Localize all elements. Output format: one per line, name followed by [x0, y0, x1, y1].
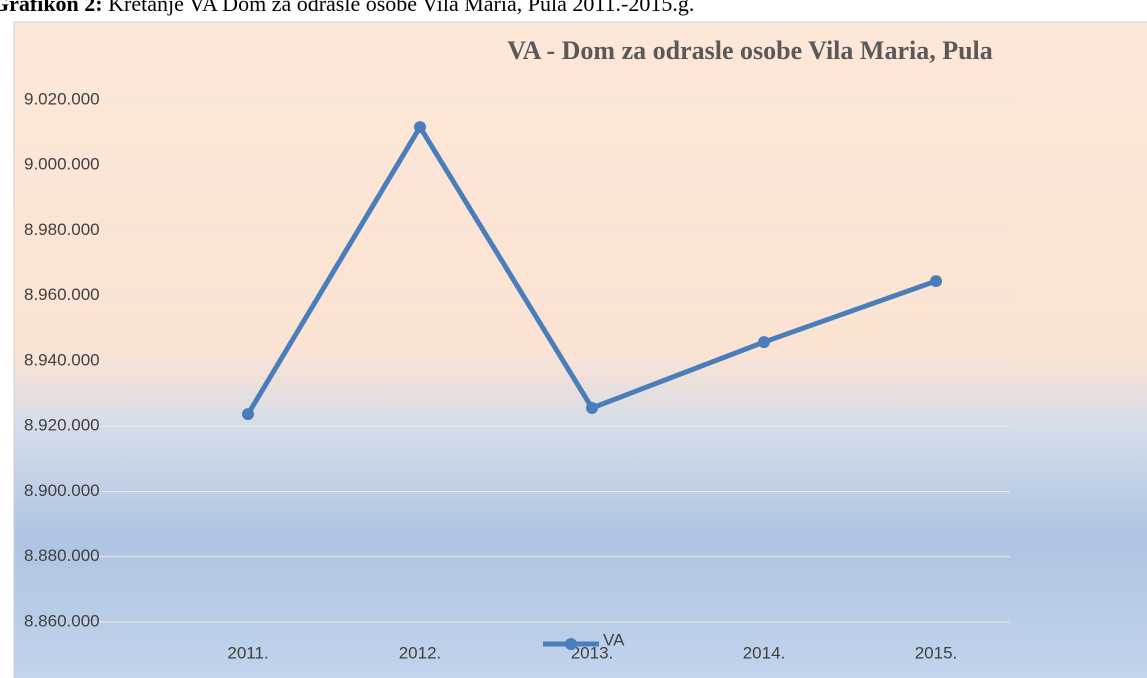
y-tick-label: 8.980.000 [24, 220, 100, 239]
legend-label: VA [603, 630, 625, 649]
y-tick-label: 9.020.000 [24, 89, 100, 108]
chart-title: VA - Dom za odrasle osobe Vila Maria, Pu… [507, 36, 993, 65]
x-tick-label: 2012. [399, 643, 442, 662]
point [586, 401, 598, 414]
chart-area [13, 21, 1147, 678]
x-tick-label: 2015. [915, 643, 958, 662]
legend-marker [565, 638, 577, 650]
y-tick-label: 8.900.000 [24, 481, 100, 500]
x-tick-label: 2011. [227, 643, 268, 662]
caption-label: Grafikon 2: [0, 0, 103, 16]
y-tick-label: 8.920.000 [24, 416, 100, 435]
y-tick-label: 9.000.000 [24, 155, 100, 174]
caption: Grafikon 2: Kretanje VA Dom za odrasle o… [0, 0, 694, 16]
x-tick-label: 2014. [743, 643, 786, 662]
caption-text: Kretanje VA Dom za odrasle osobe Vila Ma… [108, 0, 694, 16]
y-tick-label: 8.940.000 [24, 350, 100, 369]
y-tick-label: 8.880.000 [24, 546, 100, 565]
point [242, 408, 254, 421]
point [414, 121, 426, 134]
y-tick-label: 8.860.000 [24, 611, 100, 630]
point [758, 336, 770, 349]
x-tick-label: 2013. [571, 643, 614, 662]
y-tick-label: 8.960.000 [24, 285, 100, 304]
point [930, 275, 942, 288]
